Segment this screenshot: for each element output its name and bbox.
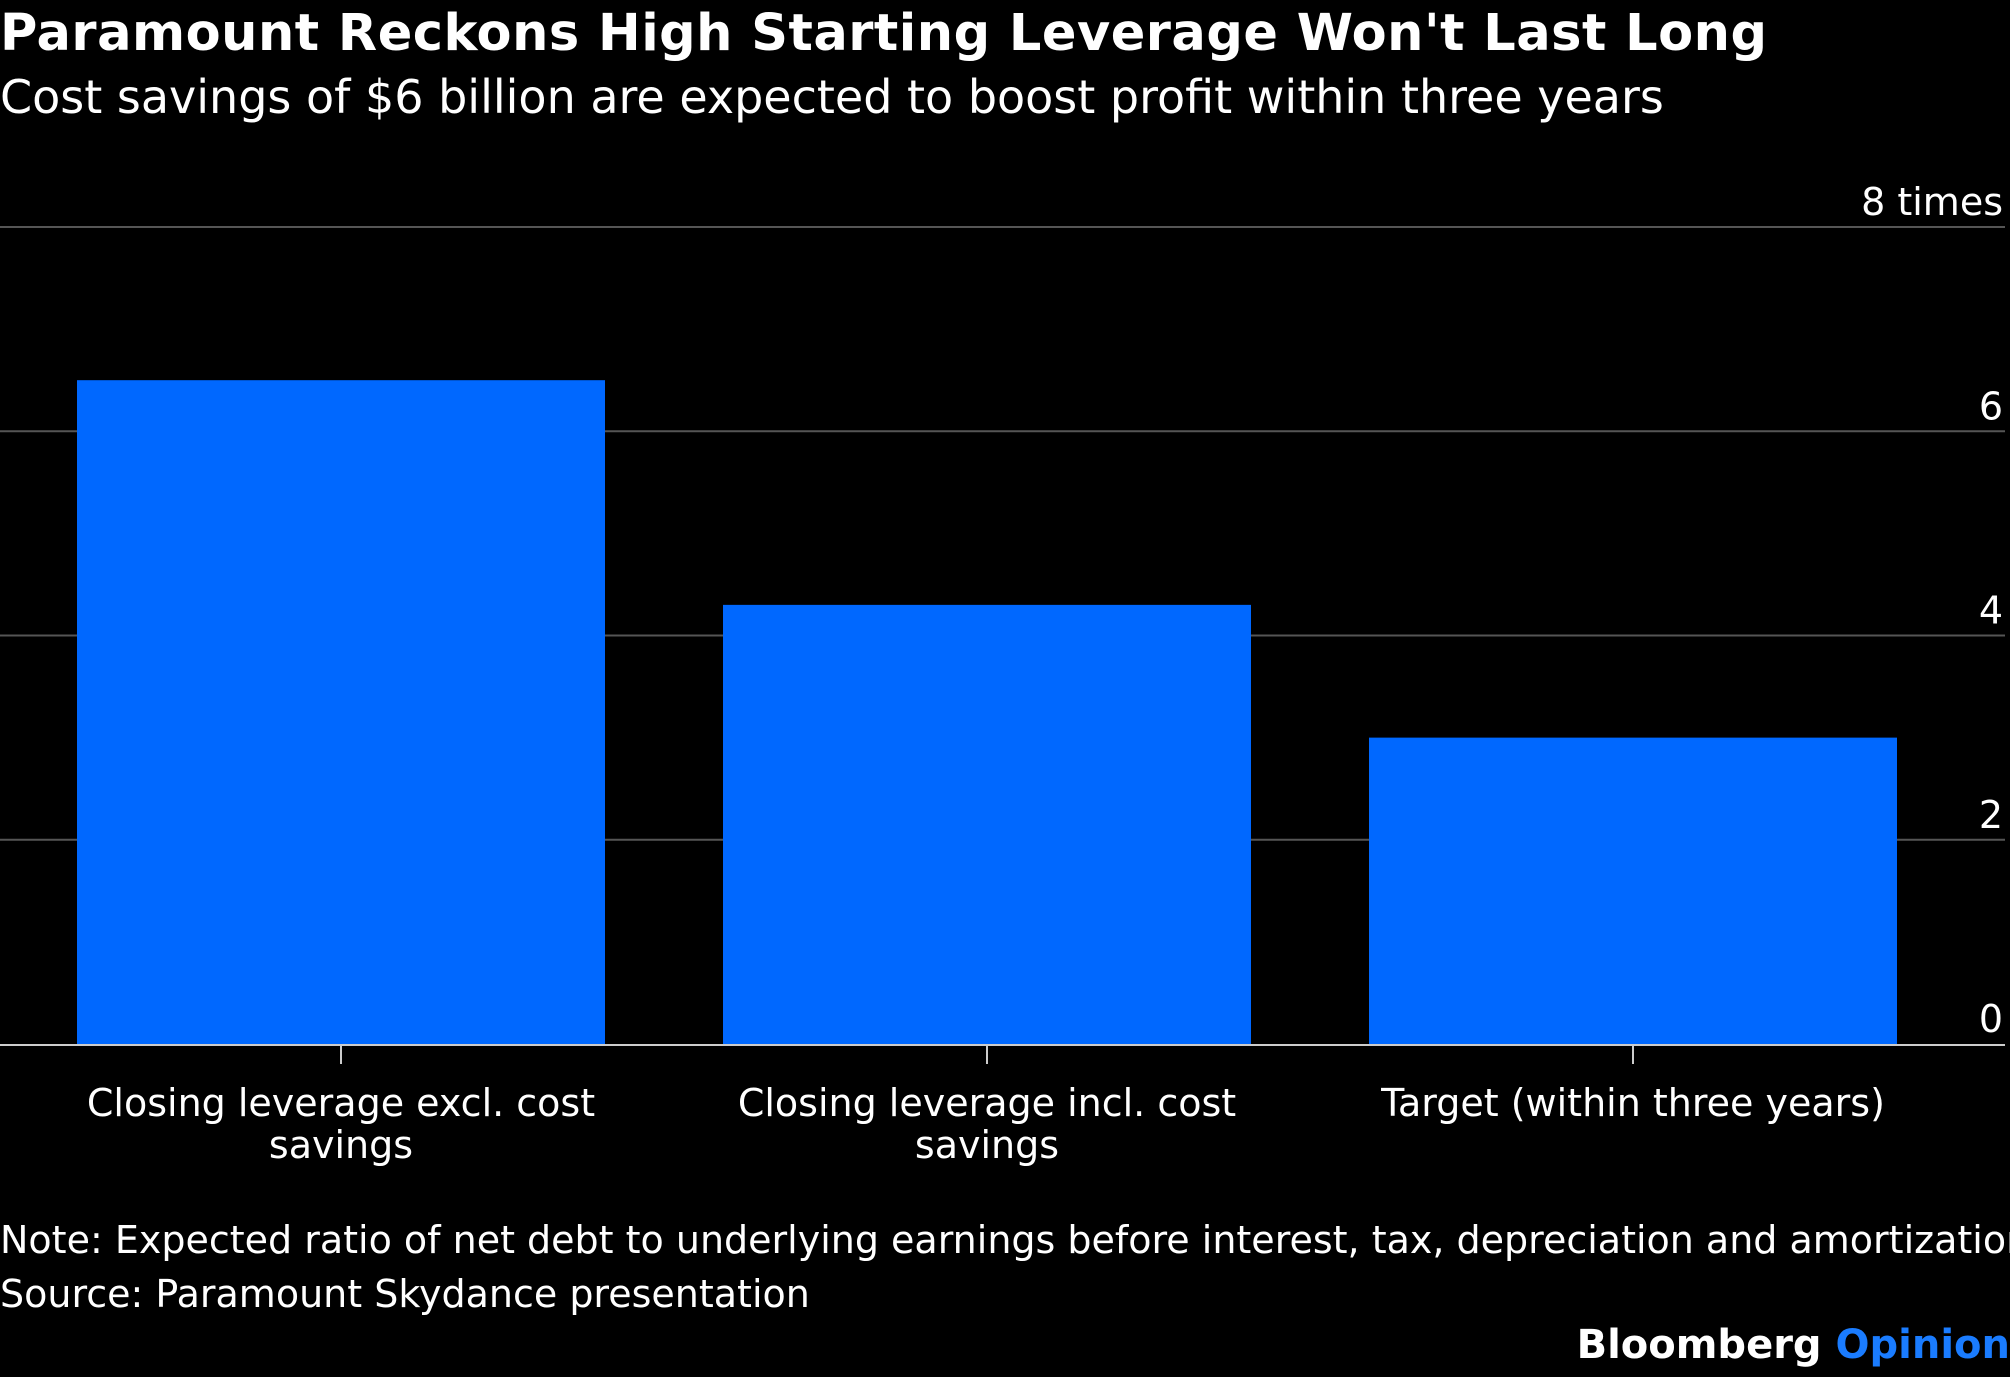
brand-logo: Bloomberg Opinion xyxy=(1577,1322,2010,1368)
y-tick-label: 6 xyxy=(1979,384,2003,428)
bars xyxy=(77,380,1897,1044)
y-axis-tick-labels: 0 2 4 6 8 times xyxy=(1861,180,2003,1041)
y-tick-label: 0 xyxy=(1979,997,2003,1041)
bar-2 xyxy=(723,604,1251,1044)
x-category-label: Closing leverage incl. cost savings xyxy=(738,1081,1236,1167)
x-category-label: Closing leverage excl. cost savings xyxy=(87,1081,595,1167)
chart-title: Paramount Reckons High Starting Leverage… xyxy=(0,4,1768,63)
x-axis-category-labels: Closing leverage excl. cost savings Closin… xyxy=(87,1081,1885,1167)
y-tick-label: 8 times xyxy=(1861,180,2003,224)
chart-subtitle: Cost savings of $6 billion are expected … xyxy=(0,70,1664,124)
x-axis xyxy=(0,1044,2005,1064)
bar-chart: 0 2 4 6 8 times Closing leverage excl. cost s… xyxy=(0,180,2005,1167)
chart-source: Source: Paramount Skydance presentation xyxy=(0,1272,810,1316)
brand-accent: Opinion xyxy=(1835,1322,2010,1368)
y-tick-label: 2 xyxy=(1979,793,2003,837)
x-category-label: Target (within three years) xyxy=(1380,1081,1885,1125)
brand-name: Bloomberg xyxy=(1576,1322,1822,1368)
bar-3 xyxy=(1369,737,1897,1044)
y-tick-label: 4 xyxy=(1979,589,2003,633)
chart-note: Note: Expected ratio of net debt to unde… xyxy=(0,1218,2010,1262)
bar-1 xyxy=(77,380,605,1044)
